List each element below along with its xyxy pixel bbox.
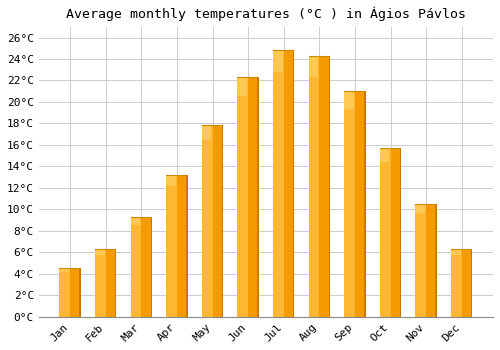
Bar xyxy=(166,175,177,317)
Bar xyxy=(380,148,390,317)
Bar xyxy=(320,56,330,317)
Bar xyxy=(258,77,259,317)
Bar xyxy=(95,249,104,254)
Bar xyxy=(150,217,152,317)
Bar xyxy=(344,91,355,317)
Bar xyxy=(177,175,188,317)
Bar xyxy=(426,204,437,317)
Bar xyxy=(273,50,282,72)
Bar xyxy=(380,148,390,162)
Bar xyxy=(436,204,437,317)
Bar xyxy=(364,91,366,317)
Bar xyxy=(95,249,106,317)
Bar xyxy=(60,268,70,317)
Bar xyxy=(142,217,152,317)
Bar xyxy=(416,204,426,317)
Bar xyxy=(166,175,176,186)
Bar xyxy=(80,268,81,317)
Bar xyxy=(60,268,69,272)
Bar xyxy=(451,249,460,254)
Bar xyxy=(416,204,425,213)
Bar xyxy=(115,249,116,317)
Bar xyxy=(293,50,294,317)
Title: Average monthly temperatures (°C ) in Ágios Pávlos: Average monthly temperatures (°C ) in Ág… xyxy=(66,7,466,21)
Bar xyxy=(355,91,366,317)
Bar xyxy=(308,56,320,317)
Bar xyxy=(284,50,294,317)
Bar xyxy=(222,125,223,317)
Bar xyxy=(390,148,401,317)
Bar xyxy=(471,249,472,317)
Bar xyxy=(248,77,259,317)
Bar xyxy=(273,50,283,317)
Bar xyxy=(344,91,354,109)
Bar xyxy=(202,125,211,140)
Bar xyxy=(202,125,212,317)
Bar xyxy=(451,249,462,317)
Bar xyxy=(400,148,401,317)
Bar xyxy=(462,249,472,317)
Bar xyxy=(186,175,188,317)
Bar xyxy=(130,217,140,225)
Bar xyxy=(328,56,330,317)
Bar xyxy=(130,217,141,317)
Bar xyxy=(70,268,81,317)
Bar xyxy=(238,77,247,97)
Bar xyxy=(308,56,318,77)
Bar xyxy=(106,249,117,317)
Bar xyxy=(212,125,223,317)
Bar xyxy=(238,77,248,317)
